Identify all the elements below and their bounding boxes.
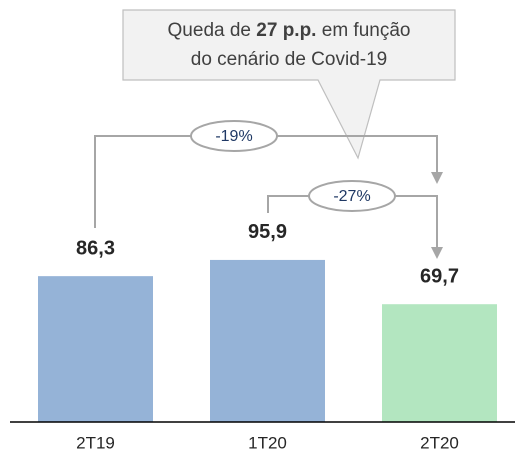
bar	[210, 259, 325, 422]
callout-line: do cenário de Covid-19	[191, 49, 387, 70]
callout: Queda de 27 p.p. em função do cenário de…	[122, 9, 456, 160]
connector	[94, 135, 438, 228]
comparison-label: -19%	[215, 128, 252, 145]
callout-line: Queda de 27 p.p. em função	[168, 20, 411, 41]
callout-box	[122, 9, 456, 160]
comparison-oval	[190, 120, 278, 152]
bar	[382, 304, 497, 422]
x-tick-label: 1T20	[248, 433, 287, 452]
bar	[38, 276, 153, 422]
callout-bold: 27 p.p.	[256, 20, 316, 41]
x-tick-label: 2T20	[420, 433, 459, 452]
value-label: 69,7	[420, 265, 459, 287]
value-label: 95,9	[248, 221, 287, 243]
callout-text: Queda de	[168, 20, 257, 41]
comparison-label: -27%	[333, 188, 370, 205]
arrow-head	[431, 247, 443, 259]
callout-text: em função	[316, 20, 410, 41]
comparison-oval	[308, 180, 396, 212]
value-label: 86,3	[76, 237, 115, 259]
x-tick-label: 2T19	[76, 433, 115, 452]
arrow-head	[431, 172, 443, 184]
